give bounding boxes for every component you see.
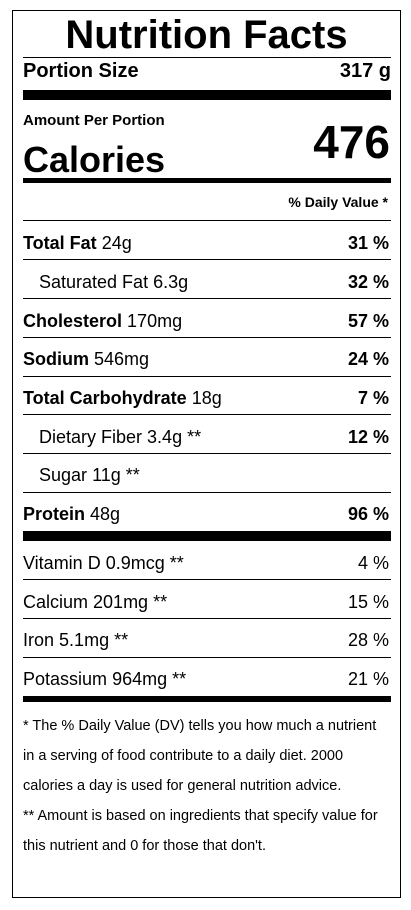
- daily-value-header: % Daily Value *: [288, 194, 388, 210]
- nutrient-dv: 12 %: [347, 427, 389, 447]
- vitamin-amount: 201mg **: [93, 592, 168, 612]
- medium-divider: [23, 178, 391, 183]
- nutrient-row-cholesterol: Cholesterol 170mg 57 %: [23, 310, 391, 332]
- nutrient-amount: 48g: [90, 504, 121, 524]
- vitamin-amount: 0.9mcg **: [105, 553, 184, 573]
- nutrient-name: Total Fat: [23, 233, 97, 253]
- medium-divider: [23, 696, 391, 702]
- vitamin-amount: 964mg **: [112, 669, 187, 689]
- nutrient-amount: 11g **: [92, 465, 140, 485]
- vitamin-dv: 21 %: [347, 669, 389, 689]
- nutrient-row-total-fat: Total Fat 24g 31 %: [23, 232, 391, 254]
- vitamin-name: Calcium: [23, 592, 89, 612]
- footnote-ingredients: ** Amount is based on ingredients that s…: [23, 808, 378, 854]
- nutrient-row-total-carbohydrate: Total Carbohydrate 18g 7 %: [23, 387, 391, 409]
- nutrient-amount: 6.3g: [153, 272, 189, 292]
- nutrient-amount: 546mg: [94, 349, 150, 369]
- divider: [23, 657, 391, 658]
- nutrient-name: Saturated Fat: [39, 272, 149, 292]
- nutrient-dv: 7 %: [357, 388, 389, 408]
- divider: [23, 492, 391, 493]
- nutrient-row-protein: Protein 48g 96 %: [23, 503, 391, 525]
- portion-size-label: Portion Size: [23, 60, 139, 82]
- nutrient-amount: 170mg: [127, 311, 183, 331]
- vitamin-name: Vitamin D: [23, 553, 101, 573]
- vitamin-row-calcium: Calcium 201mg ** 15 %: [23, 591, 391, 613]
- portion-size-value: 317 g: [339, 60, 391, 82]
- nutrient-dv: 32 %: [347, 272, 389, 292]
- nutrient-name: Sugar: [39, 465, 88, 485]
- nutrient-row-dietary-fiber: Dietary Fiber 3.4g ** 12 %: [39, 426, 391, 448]
- vitamin-row-iron: Iron 5.1mg ** 28 %: [23, 629, 391, 651]
- calories-label: Calories: [23, 139, 166, 180]
- divider: [23, 618, 391, 619]
- vitamin-dv: 15 %: [347, 592, 389, 612]
- divider: [23, 414, 391, 415]
- nutrient-name: Protein: [23, 504, 86, 524]
- nutrient-name: Cholesterol: [23, 311, 123, 331]
- calories-value: 476: [313, 116, 390, 168]
- nutrient-name: Sodium: [23, 349, 89, 369]
- vitamin-dv: 28 %: [347, 630, 389, 650]
- label-title: Nutrition Facts: [65, 13, 348, 57]
- portion-size-row: Portion Size 317 g: [23, 59, 391, 83]
- divider: [23, 298, 391, 299]
- nutrient-row-sugar: Sugar 11g **: [39, 464, 391, 486]
- nutrient-dv: 57 %: [347, 311, 389, 331]
- nutrient-amount: 18g: [191, 388, 222, 408]
- vitamin-dv: 4 %: [357, 553, 389, 573]
- divider: [23, 259, 391, 260]
- nutrient-dv: 96 %: [347, 504, 389, 524]
- nutrient-dv: 24 %: [347, 349, 389, 369]
- nutrient-row-sodium: Sodium 546mg 24 %: [23, 348, 391, 370]
- nutrient-amount: 3.4g **: [147, 427, 202, 447]
- divider: [23, 579, 391, 580]
- divider: [23, 376, 391, 377]
- thick-divider: [23, 90, 391, 100]
- vitamin-row-potassium: Potassium 964mg ** 21 %: [23, 668, 391, 690]
- nutrient-dv: 31 %: [347, 233, 389, 253]
- nutrient-row-saturated-fat: Saturated Fat 6.3g 32 %: [39, 271, 391, 293]
- divider: [23, 57, 391, 58]
- footnote-daily-value: * The % Daily Value (DV) tells you how m…: [23, 718, 377, 794]
- divider: [23, 220, 391, 221]
- vitamin-name: Iron: [23, 630, 55, 650]
- vitamin-name: Potassium: [23, 669, 108, 689]
- thick-divider: [23, 531, 391, 541]
- vitamin-amount: 5.1mg **: [59, 630, 129, 650]
- divider: [23, 337, 391, 338]
- vitamin-row-vitamin-d: Vitamin D 0.9mcg ** 4 %: [23, 552, 391, 574]
- nutrition-label: Nutrition Facts Portion Size 317 g Amoun…: [12, 10, 401, 898]
- divider: [23, 453, 391, 454]
- nutrient-amount: 24g: [101, 233, 132, 253]
- nutrient-name: Total Carbohydrate: [23, 388, 187, 408]
- nutrient-name: Dietary Fiber: [39, 427, 143, 447]
- amount-per-portion: Amount Per Portion: [23, 112, 165, 129]
- footnotes: * The % Daily Value (DV) tells you how m…: [23, 711, 391, 861]
